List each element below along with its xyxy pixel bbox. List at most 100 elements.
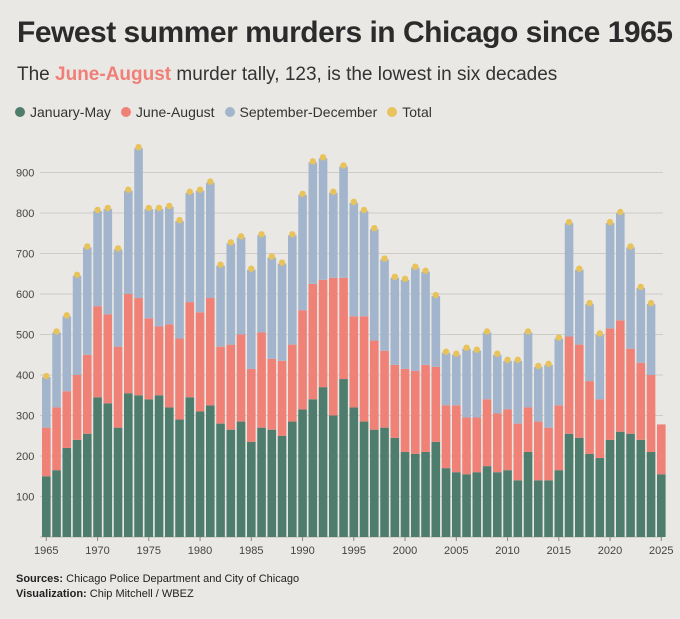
legend-item-january-may: January-May xyxy=(15,104,111,120)
bar-september-december-1983 xyxy=(226,243,236,345)
total-marker-1977 xyxy=(166,202,173,210)
bar-june-august-1976 xyxy=(154,326,164,396)
bar-june-august-1993 xyxy=(329,277,338,416)
x-tick-label-1970: 1970 xyxy=(85,545,109,557)
bar-september-december-2022 xyxy=(626,247,635,349)
subtitle-prefix: The xyxy=(17,64,56,85)
total-marker-1965 xyxy=(43,372,50,380)
bar-january-may-1997 xyxy=(370,429,379,537)
total-marker-2017 xyxy=(576,265,583,272)
bar-january-may-2008 xyxy=(482,466,492,537)
bar-june-august-1983 xyxy=(226,344,236,430)
y-tick-label-300: 300 xyxy=(16,411,34,423)
total-marker-2001 xyxy=(412,263,419,270)
subtitle-highlight: June-August xyxy=(55,64,172,85)
y-tick-label-900: 900 xyxy=(16,168,34,180)
total-marker-1988 xyxy=(278,259,286,266)
bar-january-may-1976 xyxy=(154,395,164,537)
bar-september-december-1996 xyxy=(359,210,369,317)
total-marker-1966 xyxy=(53,328,60,335)
bar-september-december-2002 xyxy=(421,271,430,365)
bar-september-december-2023 xyxy=(636,287,646,363)
bar-june-august-2021 xyxy=(616,320,625,432)
legend-swatch-january-may xyxy=(15,107,25,117)
total-marker-2015 xyxy=(555,334,562,341)
bar-january-may-1977 xyxy=(165,407,174,537)
bar-january-may-1978 xyxy=(175,419,184,537)
bar-january-may-2014 xyxy=(544,480,553,537)
bar-june-august-2001 xyxy=(411,370,420,454)
bar-january-may-1999 xyxy=(390,437,400,537)
x-tick-label-1980: 1980 xyxy=(188,545,212,557)
bar-june-august-1980 xyxy=(195,312,205,412)
bar-january-may-1971 xyxy=(103,403,113,537)
total-marker-2000 xyxy=(401,275,409,283)
bar-september-december-1979 xyxy=(185,192,195,303)
bar-june-august-1967 xyxy=(62,391,72,448)
bar-january-may-2019 xyxy=(595,458,605,537)
bar-june-august-2019 xyxy=(595,399,605,459)
bar-january-may-2000 xyxy=(400,451,410,537)
subtitle-suffix: murder tally, 123, is the lowest in six … xyxy=(171,64,558,85)
total-marker-1997 xyxy=(371,225,378,232)
bar-september-december-1975 xyxy=(144,208,154,319)
bar-january-may-1982 xyxy=(216,423,225,537)
bar-january-may-2015 xyxy=(554,470,564,537)
bar-january-may-2001 xyxy=(411,453,420,537)
bar-june-august-2023 xyxy=(636,362,646,440)
bar-june-august-2010 xyxy=(503,409,512,471)
bar-june-august-1977 xyxy=(165,324,174,408)
bar-june-august-1979 xyxy=(185,302,195,398)
bar-june-august-1986 xyxy=(257,332,266,428)
bar-january-may-1991 xyxy=(308,399,318,537)
bar-september-december-1998 xyxy=(380,259,389,351)
bar-january-may-2022 xyxy=(626,433,635,537)
bar-june-august-1971 xyxy=(103,314,113,404)
bar-september-december-1977 xyxy=(165,206,174,325)
total-marker-1979 xyxy=(186,188,193,195)
total-marker-1981 xyxy=(207,178,214,185)
total-marker-1999 xyxy=(391,273,398,280)
y-tick-label-800: 800 xyxy=(16,208,34,220)
bar-january-may-1979 xyxy=(185,397,195,537)
bar-september-december-2021 xyxy=(616,213,625,321)
bar-january-may-2025 xyxy=(657,474,666,537)
total-marker-2003 xyxy=(432,291,439,299)
legend-label-total: Total xyxy=(402,104,432,120)
legend-item-total: Total xyxy=(387,104,432,120)
bar-september-december-2014 xyxy=(544,364,553,428)
bar-january-may-1994 xyxy=(339,379,348,537)
bar-january-may-1983 xyxy=(226,429,236,537)
bar-june-august-1968 xyxy=(72,375,82,440)
total-marker-1982 xyxy=(217,261,224,268)
bar-june-august-1974 xyxy=(134,298,143,396)
total-marker-2011 xyxy=(514,356,521,364)
total-marker-1972 xyxy=(114,245,122,252)
bar-june-august-1995 xyxy=(349,316,359,408)
total-marker-1994 xyxy=(340,162,347,169)
bar-january-may-1972 xyxy=(113,427,123,537)
bar-september-december-2013 xyxy=(534,366,543,422)
bar-june-august-1997 xyxy=(370,340,379,430)
bar-september-december-1994 xyxy=(339,166,348,278)
bar-january-may-2003 xyxy=(431,441,441,537)
y-tick-label-400: 400 xyxy=(16,370,34,382)
bar-september-december-1981 xyxy=(206,182,215,299)
bar-january-may-1969 xyxy=(83,433,92,537)
total-marker-2004 xyxy=(442,348,450,355)
bar-june-august-2002 xyxy=(421,364,430,452)
bar-january-may-1998 xyxy=(380,427,389,537)
bar-january-may-1970 xyxy=(93,397,102,537)
bar-september-december-1997 xyxy=(370,229,379,341)
x-tick-label-2010: 2010 xyxy=(495,545,519,557)
bar-january-may-1996 xyxy=(359,421,369,537)
bar-september-december-1966 xyxy=(52,332,61,408)
total-marker-1995 xyxy=(350,198,357,206)
bar-june-august-1985 xyxy=(247,368,256,442)
bar-june-august-1996 xyxy=(359,316,369,422)
x-tick-label-1975: 1975 xyxy=(137,545,161,557)
total-marker-2002 xyxy=(422,267,429,274)
chart-title: Fewest summer murders in Chicago since 1… xyxy=(17,16,673,49)
bar-january-may-2018 xyxy=(585,453,594,537)
total-marker-1998 xyxy=(381,255,388,262)
